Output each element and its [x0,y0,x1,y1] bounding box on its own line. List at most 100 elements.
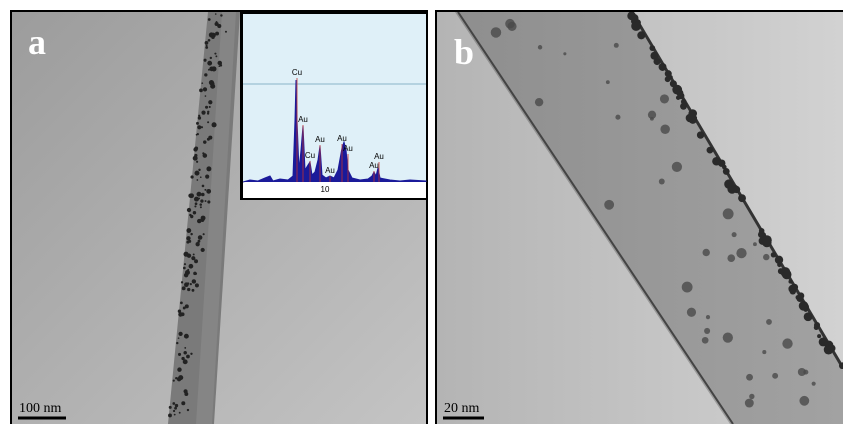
particle [199,203,202,206]
peak-label: Cu [292,68,302,77]
particle [659,179,665,185]
figure: a 100 nm CuAuCuAuAuAuAuAuAu 10 b 20 nm [0,0,843,424]
particle [180,301,183,304]
particle [216,21,218,23]
peak-label: Au [315,135,325,144]
particle [186,355,190,359]
particle [814,325,819,330]
particle [723,332,733,342]
particle [817,334,821,338]
particle [175,404,178,407]
particle [207,121,209,123]
particle [205,175,209,179]
particle [660,94,669,103]
particle [187,208,191,212]
particle [200,176,202,178]
particle [173,380,175,382]
particle [211,36,215,40]
particle [491,27,501,37]
particle [660,124,669,133]
particle [201,248,205,252]
inset-axis-label: 10 [321,185,330,194]
particle [194,147,198,151]
particle [198,169,200,171]
particle [538,45,542,49]
particle [204,189,206,191]
particle [193,211,196,214]
particle [707,147,714,154]
particle [648,111,656,119]
particle [672,162,682,172]
particle [704,328,710,334]
particle [762,350,766,354]
particle [184,347,186,349]
particle [190,215,193,218]
particle [185,283,187,285]
scale-bar-label: 20 nm [444,401,480,416]
particle [181,281,183,283]
particle [174,414,176,416]
particle [680,103,687,110]
particle [736,248,746,258]
particle [782,338,792,348]
particle [178,312,183,317]
particle [746,374,753,381]
particle [208,136,212,140]
particle [189,264,194,269]
particle [178,337,180,339]
particle [207,112,209,114]
particle [614,43,619,48]
peak-label: Cu [305,151,315,160]
particle [178,353,181,356]
particle [205,95,207,97]
particle [169,406,172,409]
particle [606,80,610,84]
particle [203,87,207,91]
particle [201,82,203,84]
particle [772,373,778,379]
peak-label: Au [337,134,347,143]
particle [200,206,202,208]
particle [535,98,543,106]
particle [197,192,202,197]
particle [217,24,221,28]
particle [791,284,798,291]
particle [187,229,190,232]
particle [218,61,222,65]
particle [209,106,211,108]
particle [194,154,197,157]
particle [670,80,677,87]
particle [824,342,828,346]
particle [198,235,203,240]
particle [194,259,198,263]
panel-label: a [28,22,46,62]
particle [198,198,200,200]
particle [604,200,614,210]
particle [199,89,203,93]
particle [799,301,809,311]
particle [183,389,187,393]
particle [203,140,206,143]
panel-b: b 20 nm [435,10,843,424]
particle [771,252,776,257]
particle [753,242,757,246]
particle [198,116,201,119]
particle [706,315,710,319]
particle [828,344,836,352]
particle [215,55,217,57]
particle [184,263,186,265]
peak-label: Au [343,144,353,153]
particle [207,61,212,66]
particle [195,202,198,205]
particle [202,185,205,188]
particle [682,282,693,293]
particle [186,241,189,244]
particle [196,122,199,125]
particle [185,304,189,308]
particle [197,133,199,135]
particle [615,115,620,120]
particle [196,161,198,163]
peak-label: Au [369,161,379,170]
